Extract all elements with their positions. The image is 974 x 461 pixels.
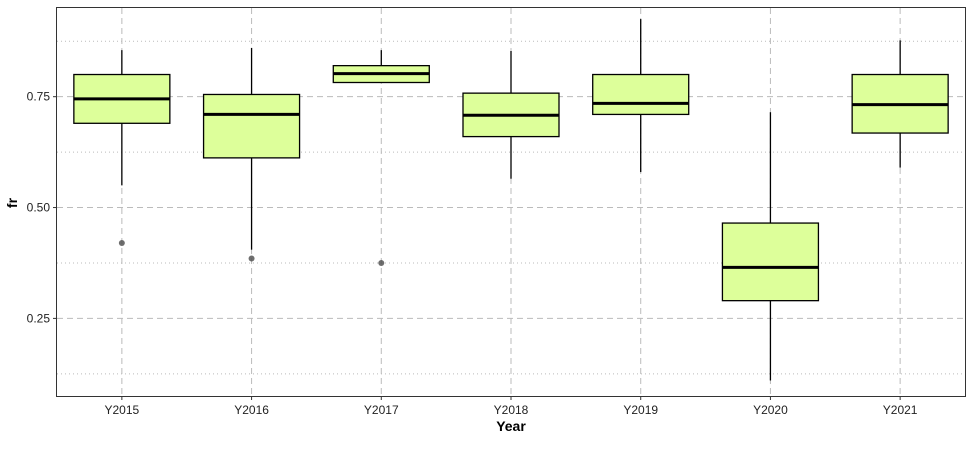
x-tick-label: Y2020 (753, 403, 788, 417)
y-tick-label: 0.25 (27, 311, 51, 325)
box-Y2020 (721, 112, 820, 381)
box-Y2017 (332, 50, 430, 266)
box-Y2021 (851, 40, 949, 168)
x-tick-label: Y2016 (234, 403, 269, 417)
box-Y2018 (462, 51, 560, 179)
iqr-box (721, 222, 820, 302)
axes: 0.25 0.50 0.75 Y2015 Y2016 Y2017 Y2018 Y2019 Y20… (27, 90, 918, 417)
x-tick-label: Y2017 (364, 403, 399, 417)
x-axis-title: Year (496, 418, 526, 434)
iqr-box (202, 93, 301, 159)
y-axis-title: fr (4, 197, 20, 208)
box-Y2016 (202, 47, 301, 262)
outlier-point (248, 255, 255, 262)
x-tick-label: Y2018 (494, 403, 529, 417)
y-tick-label: 0.50 (27, 201, 51, 215)
box-Y2015 (73, 50, 171, 247)
x-tick-label: Y2021 (883, 403, 918, 417)
outlier-point (378, 259, 385, 266)
box-layer (73, 19, 949, 381)
iqr-box (592, 73, 690, 116)
x-tick-label: Y2019 (623, 403, 658, 417)
x-tick-label: Y2015 (105, 403, 140, 417)
outlier-point (118, 240, 125, 247)
y-tick-label: 0.75 (27, 90, 51, 104)
box-Y2019 (592, 19, 690, 173)
